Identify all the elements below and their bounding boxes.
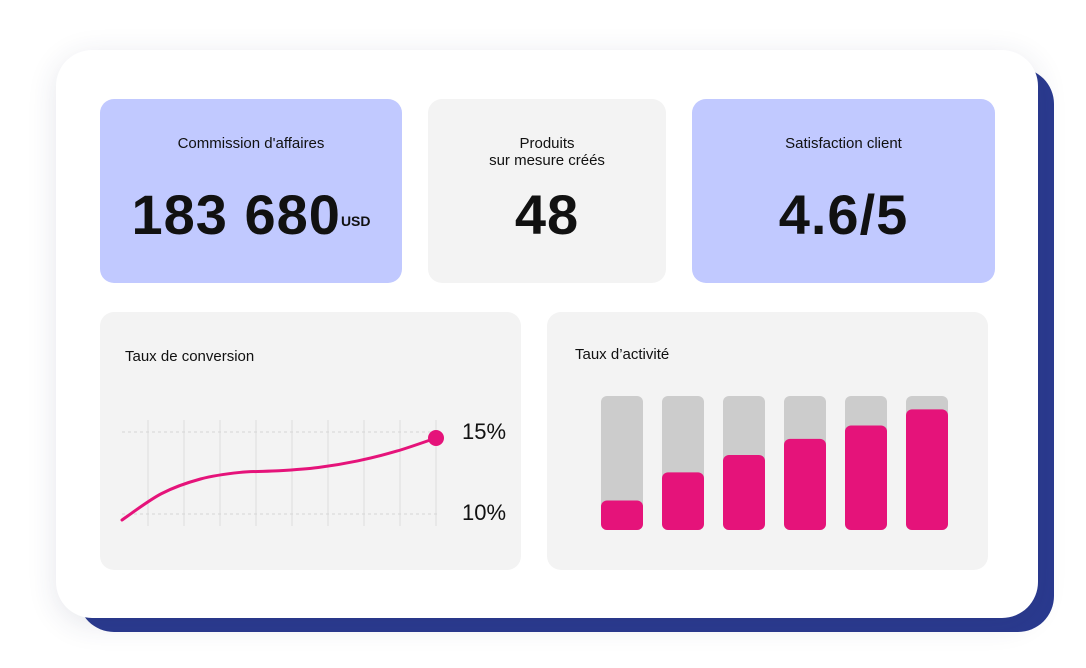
conversion-chart: 15% 10% [120,419,506,526]
kpi-produits-title-line2: sur mesure créés [489,152,605,169]
activite-bar-3 [723,454,765,530]
activite-bar-4 [784,438,826,530]
kpi-satisfaction-value: 4.6/5 [778,183,909,246]
activite-bar-track [601,396,643,530]
kpi-satisfaction: Satisfaction client 4.6/5 [692,99,995,283]
kpi-produits-title-line1: Produits [519,135,575,152]
kpi-commission-title: Commission d'affaires [177,135,325,152]
kpi-produits: Produits sur mesure créés 48 [428,99,666,283]
conversion-end-point [428,430,444,446]
kpi-commission-amount: 183 680 [131,183,341,246]
dashboard-card: Commission d'affaires 183 680USD Produit… [56,50,1038,618]
activite-title: Taux d’activité [575,346,670,363]
conversion-title: Taux de conversion [125,348,255,365]
conversion-label-low: 10% [462,500,506,525]
activite-bar-5 [845,425,887,530]
panel-conversion: Taux de conversion 15% 10% [100,312,521,570]
kpi-commission: Commission d'affaires 183 680USD [100,99,402,283]
kpi-produits-title: Produits sur mesure créés [428,135,666,169]
activite-chart [601,396,948,530]
panel-activite: Taux d’activité [547,312,988,570]
activite-bar-2 [662,472,704,530]
activite-bar-1 [601,500,643,530]
kpi-satisfaction-title: Satisfaction client [785,135,902,152]
activite-bar-6 [906,409,948,530]
conversion-label-high: 15% [462,419,506,444]
conversion-line [120,436,438,522]
kpi-commission-unit: USD [340,213,371,229]
kpi-produits-value: 48 [514,183,580,246]
conversion-grid [122,420,440,526]
kpi-commission-value: 183 680USD [100,185,402,245]
